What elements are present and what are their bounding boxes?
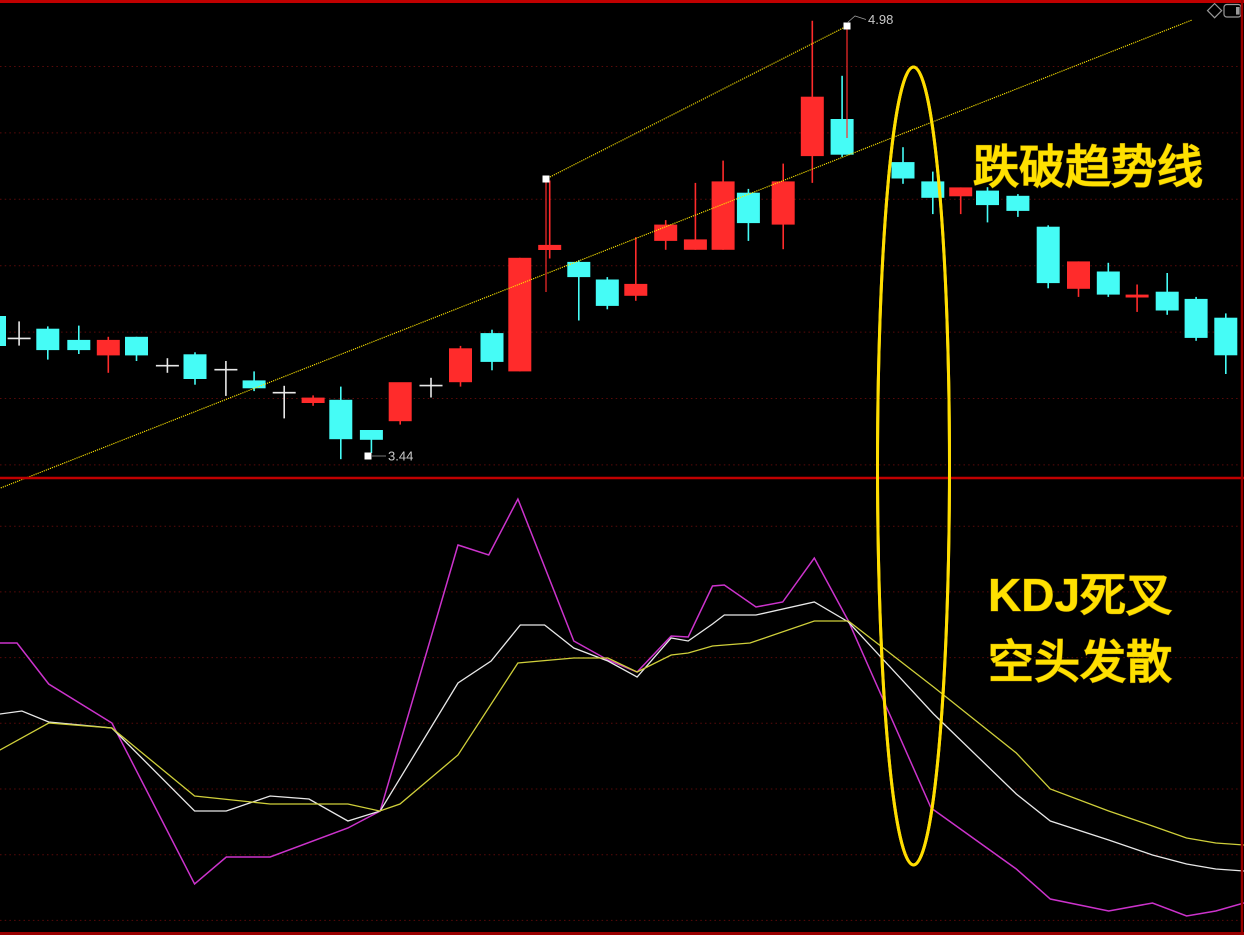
svg-text:跌破趋势线: 跌破趋势线	[973, 141, 1203, 193]
svg-text:空头发散: 空头发散	[988, 636, 1172, 688]
svg-text:4.98: 4.98	[868, 12, 893, 27]
svg-text:KDJ死叉: KDJ死叉	[988, 569, 1172, 621]
svg-text:3.44: 3.44	[388, 449, 413, 464]
